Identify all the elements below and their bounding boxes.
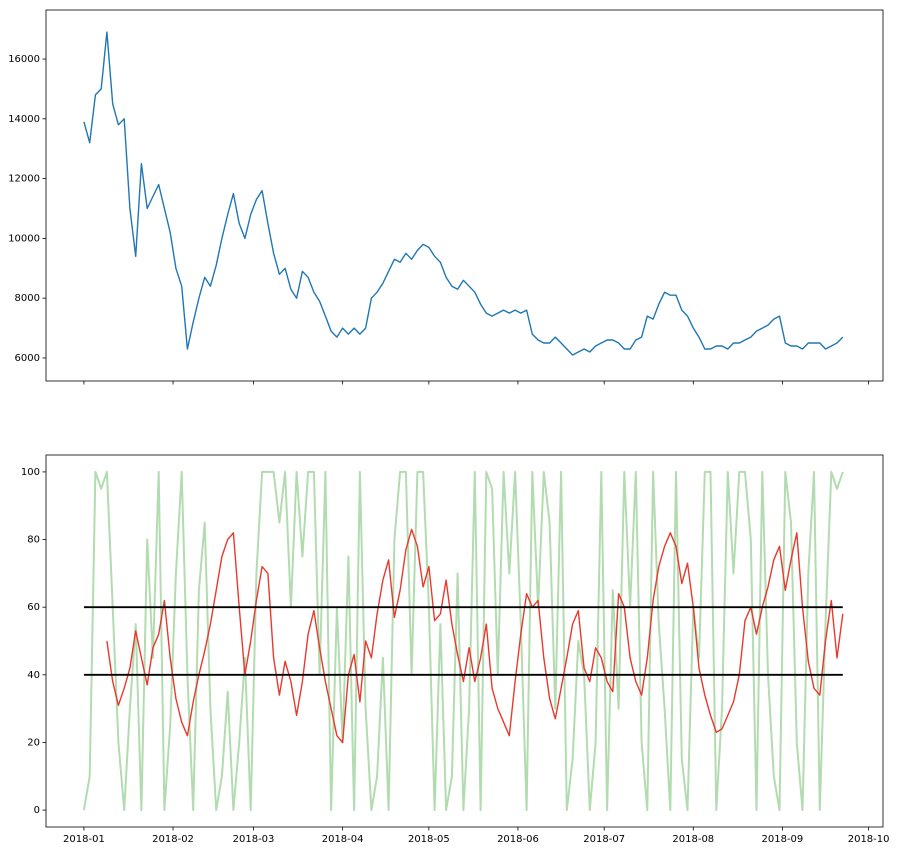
y-tick-label: 6000: [15, 353, 40, 364]
x-tick-label: 2018-04: [322, 834, 364, 845]
y-tick-label: 40: [27, 670, 40, 681]
y-tick-label: 20: [27, 737, 40, 748]
data-line: [83, 31, 844, 356]
x-tick-label: 2018-03: [233, 834, 275, 845]
x-tick-label: 2018-07: [583, 834, 625, 845]
y-tick-label: 10000: [8, 233, 40, 244]
x-tick-label: 2018-05: [408, 834, 450, 845]
x-tick-label: 2018-06: [497, 834, 539, 845]
y-tick-label: 14000: [8, 114, 40, 125]
x-tick-label: 2018-01: [63, 834, 105, 845]
y-tick-label: 80: [27, 535, 40, 546]
y-tick-label: 100: [21, 467, 40, 478]
data-line: [106, 528, 844, 744]
x-tick-label: 2018-10: [848, 834, 890, 845]
y-tick-label: 8000: [15, 293, 40, 304]
x-tick-label: 2018-09: [762, 834, 804, 845]
y-tick-label: 16000: [8, 54, 40, 65]
x-tick-label: 2018-08: [672, 834, 714, 845]
y-tick-label: 0: [34, 805, 40, 816]
y-tick-label: 60: [27, 602, 40, 613]
data-line: [82, 470, 844, 812]
x-tick-label: 2018-02: [152, 834, 194, 845]
y-tick-label: 12000: [8, 174, 40, 185]
axes-frame: [45, 9, 884, 382]
axes-frame: [45, 454, 884, 828]
